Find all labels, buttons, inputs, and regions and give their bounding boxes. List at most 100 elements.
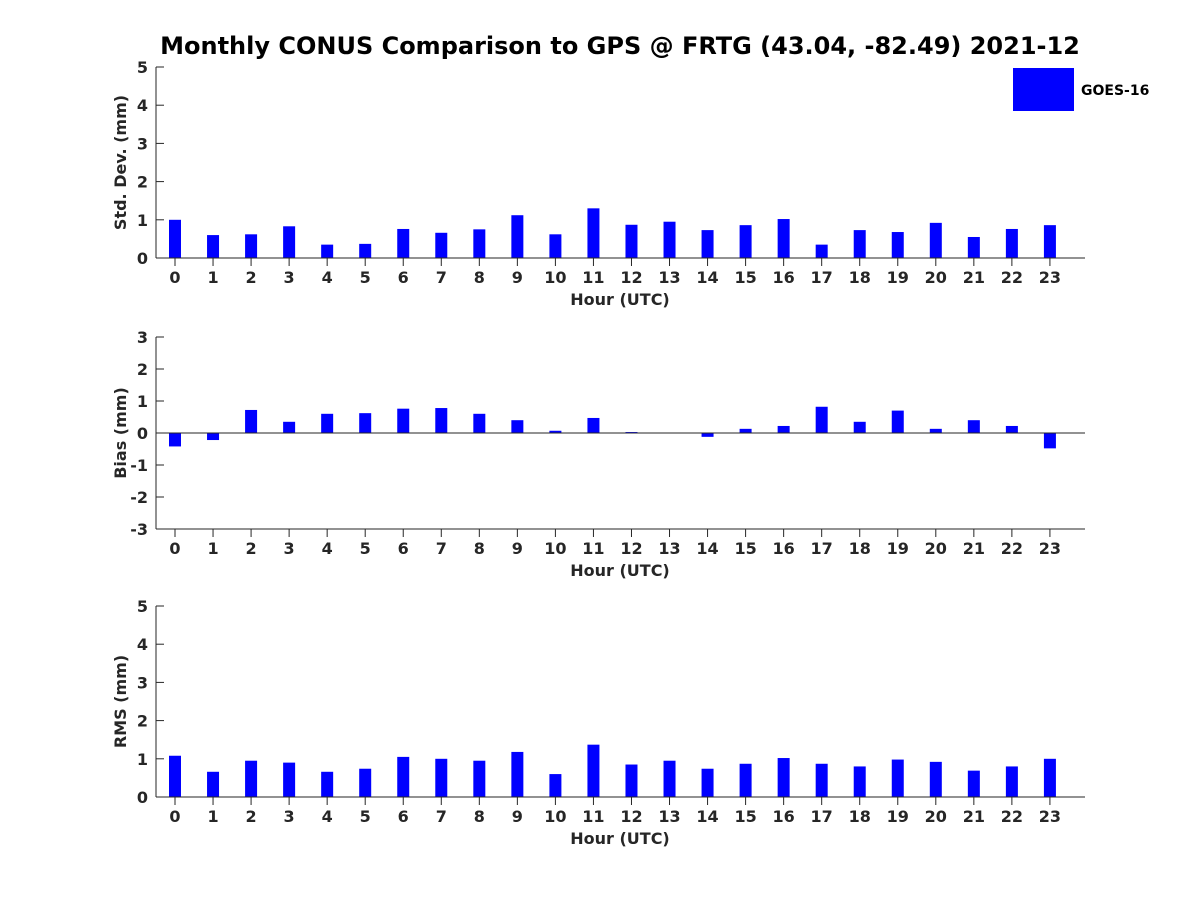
y-tick-label: 2 (137, 173, 148, 192)
x-tick-label: 3 (284, 539, 295, 558)
x-tick-label: 0 (169, 807, 180, 826)
y-tick-label: 0 (137, 249, 148, 268)
bar-hour-1 (207, 433, 220, 441)
x-axis-label: Hour (UTC) (570, 829, 670, 848)
bar-hour-15 (739, 763, 752, 797)
bar-hour-14 (701, 768, 714, 797)
bar-hour-13 (663, 221, 676, 258)
x-tick-label: 5 (360, 539, 371, 558)
x-tick-label: 15 (734, 268, 756, 287)
bar-hour-20 (929, 761, 942, 797)
bar-hour-22 (1005, 228, 1018, 258)
bar-hour-21 (967, 420, 980, 433)
bar-hour-0 (169, 433, 181, 447)
bar-hour-8 (473, 760, 486, 797)
y-tick-label: -1 (130, 456, 148, 475)
bar-hour-10 (549, 430, 562, 433)
bar-hour-19 (891, 232, 904, 258)
x-axis-label: Hour (UTC) (570, 561, 670, 580)
x-tick-label: 1 (207, 539, 218, 558)
bar-hour-23 (1043, 433, 1056, 449)
x-tick-label: 17 (811, 268, 833, 287)
x-tick-label: 23 (1039, 807, 1061, 826)
y-tick-label: 1 (137, 211, 148, 230)
bar-hour-3 (283, 421, 296, 433)
bar-hour-14 (701, 433, 714, 437)
x-tick-label: 18 (849, 807, 871, 826)
bar-hour-18 (853, 230, 866, 258)
legend: GOES-16 (1013, 68, 1149, 111)
x-tick-label: 5 (360, 268, 371, 287)
bar-hour-7 (435, 758, 448, 797)
x-tick-label: 19 (887, 268, 909, 287)
x-tick-label: 0 (169, 539, 180, 558)
bar-hour-17 (815, 406, 828, 433)
bar-hour-9 (511, 420, 524, 433)
bar-hour-21 (967, 236, 980, 258)
x-tick-label: 7 (436, 539, 447, 558)
x-tick-label: 0 (169, 268, 180, 287)
x-axis-label: Hour (UTC) (570, 290, 670, 309)
x-tick-label: 8 (474, 539, 485, 558)
bar-hour-12 (625, 224, 638, 258)
x-tick-label: 11 (582, 539, 604, 558)
bar-hour-16 (777, 425, 790, 433)
x-tick-label: 14 (696, 268, 718, 287)
bar-hour-0 (169, 755, 181, 797)
bar-hour-5 (359, 413, 372, 433)
x-tick-label: 23 (1039, 268, 1061, 287)
x-tick-label: 21 (963, 268, 985, 287)
x-tick-label: 19 (887, 539, 909, 558)
bar-hour-11 (587, 417, 600, 433)
bar-hour-22 (1005, 766, 1018, 797)
x-tick-label: 20 (925, 268, 947, 287)
bar-hour-6 (397, 228, 410, 258)
x-tick-label: 6 (398, 807, 409, 826)
x-tick-label: 11 (582, 268, 604, 287)
x-tick-label: 17 (811, 807, 833, 826)
bar-hour-16 (777, 758, 790, 797)
bar-hour-13 (663, 760, 676, 797)
bar-hour-16 (777, 219, 790, 258)
x-tick-label: 4 (322, 807, 333, 826)
x-tick-label: 18 (849, 268, 871, 287)
bar-hour-1 (207, 771, 220, 797)
bar-hour-17 (815, 763, 828, 797)
x-tick-label: 22 (1001, 268, 1023, 287)
bar-hour-3 (283, 226, 296, 258)
bar-hour-23 (1043, 225, 1056, 258)
bar-hour-14 (701, 230, 714, 258)
x-tick-label: 9 (512, 807, 523, 826)
y-tick-label: 1 (137, 392, 148, 411)
x-tick-label: 8 (474, 268, 485, 287)
y-tick-label: 0 (137, 424, 148, 443)
bar-hour-9 (511, 215, 524, 258)
x-tick-label: 18 (849, 539, 871, 558)
bar-hour-5 (359, 243, 372, 258)
x-tick-label: 13 (658, 268, 680, 287)
y-axis-label: Std. Dev. (mm) (111, 95, 130, 230)
bar-hour-7 (435, 232, 448, 258)
y-tick-label: 3 (137, 134, 148, 153)
x-tick-label: 17 (811, 539, 833, 558)
x-tick-label: 10 (544, 807, 566, 826)
x-tick-label: 5 (360, 807, 371, 826)
x-tick-label: 16 (773, 539, 795, 558)
bar-hour-12 (625, 764, 638, 797)
x-tick-label: 16 (773, 268, 795, 287)
y-tick-label: 2 (137, 360, 148, 379)
y-tick-label: 4 (137, 96, 148, 115)
x-tick-label: 8 (474, 807, 485, 826)
y-tick-label: 2 (137, 712, 148, 731)
x-tick-label: 7 (436, 807, 447, 826)
x-tick-label: 3 (284, 807, 295, 826)
bar-hour-2 (245, 409, 258, 433)
bar-hour-9 (511, 751, 524, 797)
x-tick-label: 21 (963, 807, 985, 826)
bar-hour-20 (929, 222, 942, 258)
bar-hour-10 (549, 774, 562, 797)
x-tick-label: 2 (246, 807, 257, 826)
y-tick-label: 0 (137, 788, 148, 807)
